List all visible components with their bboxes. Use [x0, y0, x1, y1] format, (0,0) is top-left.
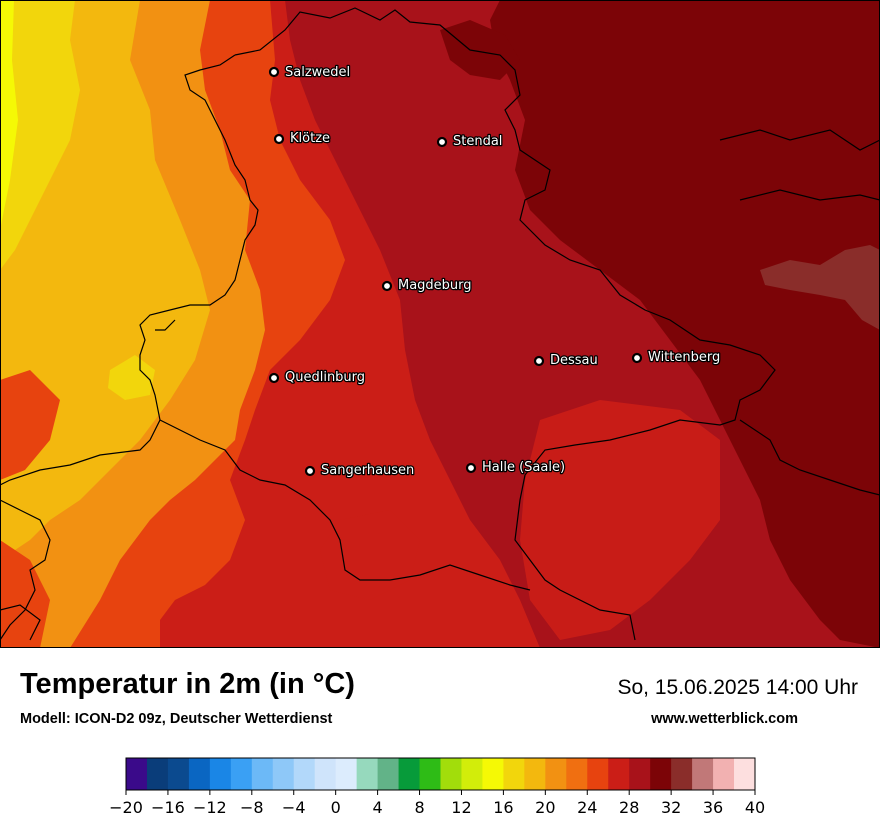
legend-tick-label: 4 [373, 798, 383, 817]
city-kloetze[interactable]: Klötze [273, 130, 331, 147]
district-border [0, 499, 51, 641]
border-lines [0, 7, 880, 641]
legend-swatch [293, 758, 316, 790]
temperature-fields [0, 0, 880, 648]
legend-tick-label: −20 [109, 798, 143, 817]
city-label: Wittenberg [648, 350, 720, 365]
legend-swatch [461, 758, 483, 790]
city-label: Dessau [550, 353, 598, 368]
legend-tick-label: −4 [282, 798, 306, 817]
legend-tick-label: 40 [745, 798, 765, 817]
east-border-3 [739, 419, 880, 496]
legend-swatch [209, 758, 232, 790]
state-border-west [0, 54, 259, 486]
website-link[interactable]: www.wetterblick.com [651, 711, 798, 727]
legend-swatch [545, 758, 567, 790]
temperature-map: Salzwedel Klötze Stendal Magdeburg Dessa… [0, 0, 880, 648]
city-quedlinburg[interactable]: Quedlinburg [268, 369, 366, 386]
city-dessau[interactable]: Dessau [533, 352, 599, 369]
city-label: Klötze [290, 131, 330, 146]
legend-tick-label: 20 [535, 798, 555, 817]
legend-tick-label: 16 [493, 798, 513, 817]
state-border [234, 7, 776, 641]
city-wittenberg[interactable]: Wittenberg [631, 349, 722, 366]
legend-ticks: −20 −16 −12 −8 −4 0 4 8 12 16 20 24 28 32 36 40 [109, 790, 765, 817]
legend-swatch [524, 758, 546, 790]
city-sangerhausen[interactable]: Sangerhausen [304, 462, 416, 479]
city-label: Stendal [453, 134, 502, 149]
legend-swatch [671, 758, 693, 790]
legend-frame [125, 757, 756, 791]
legend-tick-label: 28 [619, 798, 639, 817]
city-magdeburg[interactable]: Magdeburg [381, 277, 473, 294]
legend-tick-label: −16 [151, 798, 185, 817]
legend-swatch [650, 758, 672, 790]
east-border-2 [739, 189, 880, 201]
legend-swatch [503, 758, 525, 790]
legend-swatch [419, 758, 441, 790]
legend-tick-label: 0 [331, 798, 341, 817]
city-label: Halle (Saale) [482, 460, 565, 475]
map-title: Temperatur in 2m (in °C) [20, 668, 355, 700]
legend-swatch [629, 758, 651, 790]
legend-tick-label: 8 [414, 798, 424, 817]
city-markers: Salzwedel Klötze Stendal Magdeburg Dessa… [268, 64, 722, 479]
city-stendal[interactable]: Stendal [436, 133, 504, 150]
legend-swatch [146, 758, 169, 790]
legend-tick-label: 12 [451, 798, 471, 817]
legend-swatch [126, 758, 148, 790]
legend-swatch [482, 758, 504, 790]
legend-swatch [356, 758, 378, 790]
legend-swatch [398, 758, 420, 790]
legend-swatch [314, 758, 337, 790]
legend-tick-label: −8 [240, 798, 264, 817]
forecast-datetime: So, 15.06.2025 14:00 Uhr [617, 676, 858, 699]
east-border [719, 129, 880, 151]
legend-swatch [713, 758, 735, 790]
legend-swatch [566, 758, 588, 790]
city-label: Magdeburg [398, 278, 472, 293]
city-label: Salzwedel [285, 65, 350, 80]
legend-swatches [125, 757, 756, 791]
legend-swatch [167, 758, 190, 790]
legend-tick-label: 32 [661, 798, 681, 817]
legend-swatch [440, 758, 462, 790]
legend-tick-label: 36 [703, 798, 723, 817]
legend-swatch [608, 758, 630, 790]
state-border-south [159, 419, 531, 591]
model-info: Modell: ICON-D2 09z, Deutscher Wetterdie… [20, 711, 333, 727]
city-halle[interactable]: Halle (Saale) [465, 459, 566, 476]
legend-tick-label: 24 [577, 798, 597, 817]
legend-swatch [335, 758, 358, 790]
city-salzwedel[interactable]: Salzwedel [268, 64, 351, 81]
legend-swatch [272, 758, 295, 790]
legend-swatch [251, 758, 274, 790]
legend-swatch [587, 758, 609, 790]
district-border-2 [0, 604, 41, 641]
color-legend: −20 −16 −12 −8 −4 0 4 8 12 16 20 24 28 32 36 40 [109, 757, 765, 817]
legend-swatch [377, 758, 399, 790]
west-line [155, 319, 176, 331]
legend-swatch [692, 758, 714, 790]
legend-swatch [734, 758, 756, 790]
legend-swatch [188, 758, 211, 790]
legend-swatch [230, 758, 253, 790]
city-label: Quedlinburg [285, 370, 365, 385]
city-label: Sangerhausen [321, 463, 414, 478]
legend-tick-label: −12 [193, 798, 227, 817]
